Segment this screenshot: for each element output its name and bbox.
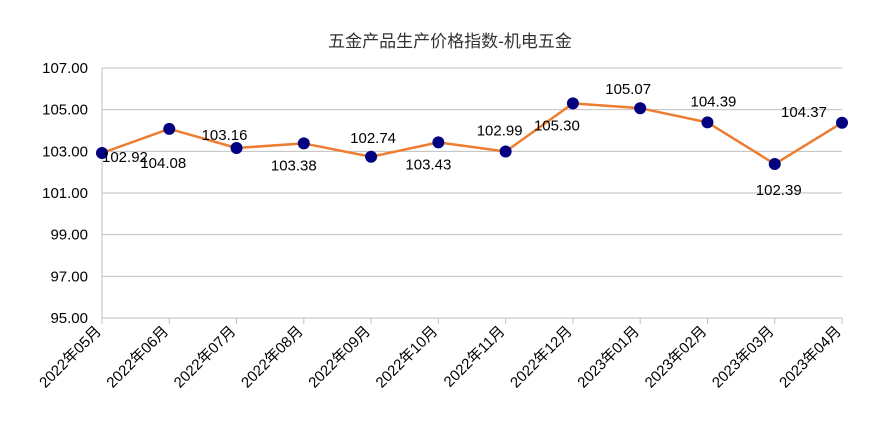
series-group — [96, 97, 848, 171]
x-tick-label: 2023年02月 — [642, 323, 711, 392]
data-point-marker — [701, 116, 714, 129]
data-point-marker — [96, 147, 108, 159]
data-label: 102.74 — [350, 130, 396, 147]
y-tick-label: 95.00 — [50, 310, 88, 327]
y-tick-label: 101.00 — [42, 185, 88, 202]
x-tick-label: 2022年10月 — [373, 323, 442, 392]
x-tick-label: 2023年03月 — [709, 323, 778, 392]
data-point-marker — [768, 158, 781, 171]
data-point-marker — [230, 142, 243, 154]
data-label: 102.39 — [756, 182, 802, 199]
data-point-marker — [566, 97, 579, 110]
y-tick-label: 103.00 — [42, 143, 88, 160]
data-label: 104.37 — [781, 104, 827, 121]
x-tick-label: 2022年12月 — [507, 323, 576, 392]
y-tick-label: 99.00 — [50, 227, 88, 244]
data-point-marker — [634, 102, 647, 115]
data-point-marker — [365, 150, 378, 163]
data-label: 103.38 — [271, 157, 317, 174]
x-tick-label: 2022年11月 — [441, 323, 509, 391]
data-label: 102.92 — [102, 149, 148, 166]
data-label: 103.43 — [405, 156, 451, 173]
y-tick-label: 105.00 — [42, 102, 88, 119]
data-label: 103.16 — [202, 127, 248, 144]
data-point-marker — [432, 136, 445, 149]
x-tick-label: 2022年09月 — [305, 323, 374, 392]
data-label: 104.08 — [140, 155, 186, 172]
x-tick-label: 2022年05月 — [36, 323, 105, 392]
series-line — [101, 102, 843, 166]
data-label: 104.39 — [691, 93, 737, 110]
data-label: 102.99 — [477, 123, 523, 140]
x-tick-label: 2023年01月 — [574, 323, 643, 392]
y-tick-label: 97.00 — [50, 268, 88, 285]
data-point-marker — [836, 116, 848, 129]
data-label: 105.07 — [605, 81, 651, 98]
x-tick-label: 2022年08月 — [238, 323, 307, 392]
x-tick-label: 2023年04月 — [776, 323, 845, 392]
data-point-marker — [163, 122, 176, 135]
y-tick-label: 107.00 — [42, 60, 88, 77]
x-tick-label: 2022年07月 — [171, 323, 240, 392]
x-tick-label: 2022年06月 — [103, 323, 172, 392]
grid — [102, 67, 842, 319]
chart-title: 五金产品生产价格指数-机电五金 — [328, 32, 572, 52]
data-point-marker — [297, 137, 310, 150]
data-point-marker — [499, 145, 512, 158]
data-label: 105.30 — [534, 117, 580, 134]
